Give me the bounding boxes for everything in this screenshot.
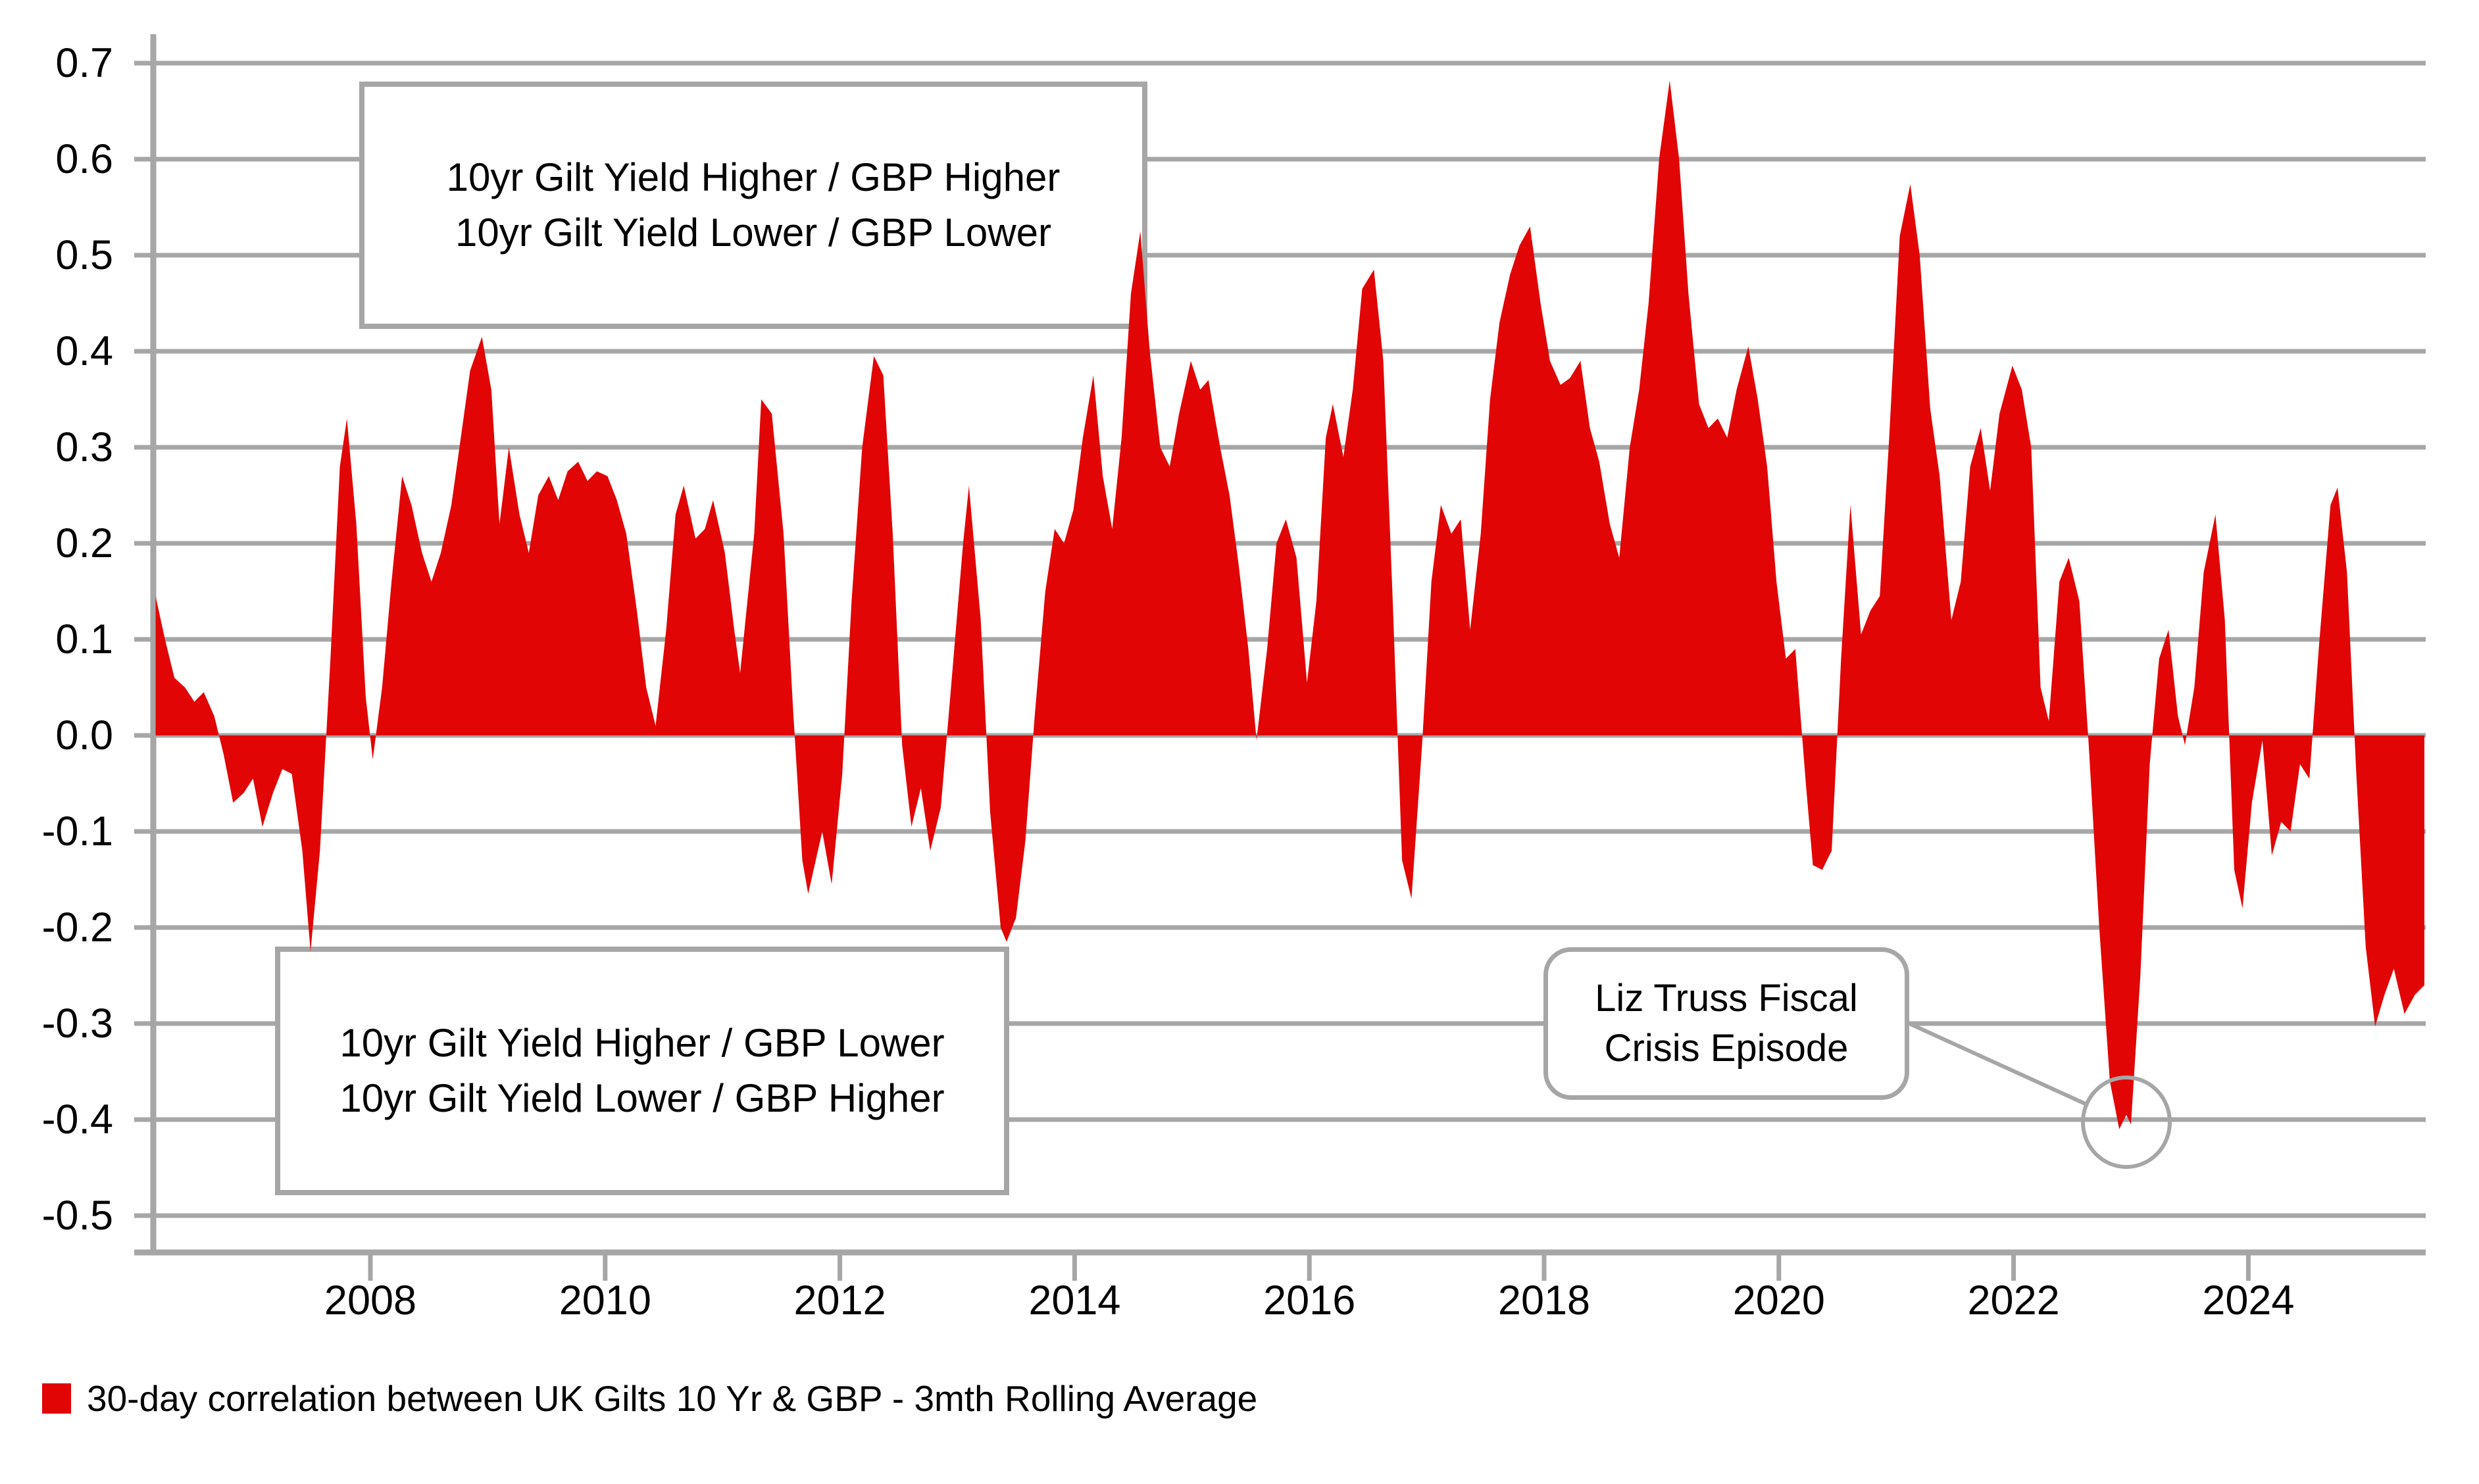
x-axis-label: 2020 [1733,1277,1825,1323]
callout-ellipse [2081,1076,2172,1169]
x-axis-label: 2018 [1498,1277,1590,1323]
x-axis-label: 2024 [2202,1277,2294,1323]
legend: 30-day correlation between UK Gilts 10 Y… [42,1377,1257,1420]
y-axis-label: -0.3 [41,1001,113,1047]
y-axis-label: 0.4 [55,328,113,374]
x-axis-label: 2008 [324,1277,416,1323]
y-axis-label: 0.0 [55,712,113,758]
y-axis-label: -0.1 [41,808,113,854]
x-axis-label: 2014 [1028,1277,1120,1323]
callout-line2: Crisis Episode [1604,1027,1849,1070]
y-axis-label: -0.5 [41,1193,113,1239]
x-axis-label: 2010 [559,1277,651,1323]
y-axis-label: 0.5 [55,232,113,278]
correlation-series-area [155,80,2424,1129]
y-axis-label: -0.4 [41,1097,113,1143]
annotation-negative-box-frame [275,947,1009,1195]
annotation-liz-truss-callout: Liz Truss Fiscal Crisis Episode [1543,947,1909,1100]
y-axis-label: 0.1 [55,616,113,662]
callout-leader-line [1908,1022,2090,1107]
x-axis-label: 2012 [794,1277,886,1323]
y-axis-label: 0.3 [55,424,113,470]
y-axis-label: 0.6 [55,136,113,182]
x-axis-label: 2022 [1968,1277,2060,1323]
legend-swatch [42,1383,71,1414]
annotation-positive-box-frame [359,82,1147,329]
y-axis-label: -0.2 [41,904,113,951]
x-axis-label: 2016 [1263,1277,1355,1323]
y-axis-label: 0.2 [55,520,113,566]
y-axis-label: 0.7 [55,40,113,86]
callout-line1: Liz Truss Fiscal [1595,977,1858,1020]
legend-label: 30-day correlation between UK Gilts 10 Y… [87,1378,1258,1419]
